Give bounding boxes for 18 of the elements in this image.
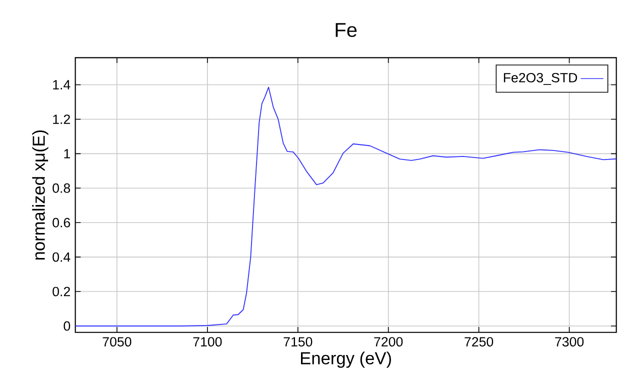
y-tick-label: 1.2	[53, 114, 70, 124]
y-axis-title: normalized xμ(E)	[32, 130, 48, 260]
y-tick-label: 1.4	[53, 80, 70, 90]
x-tick-label: 7300	[555, 337, 584, 347]
y-tick-label: 0.6	[52, 218, 70, 228]
x-axis-title: Energy (eV)	[301, 352, 391, 368]
x-tick-label: 7200	[374, 337, 403, 347]
y-tick-label: 0.2	[52, 286, 70, 296]
x-tick-label: 7100	[193, 337, 222, 347]
chart-title: Fe	[336, 23, 357, 38]
y-tick-label: 1	[64, 149, 70, 158]
x-tick-label: 7250	[464, 337, 494, 347]
y-tick-label: 0.8	[52, 183, 70, 193]
x-tick-label: 7050	[102, 337, 132, 347]
x-tick-label: 7150	[284, 337, 312, 347]
y-tick-label: 0	[64, 321, 70, 331]
legend-label: Fe2O3_STD	[504, 72, 578, 85]
y-tick-label: 0.4	[52, 252, 70, 262]
